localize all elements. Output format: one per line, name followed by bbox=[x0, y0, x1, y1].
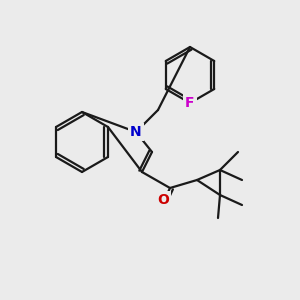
Text: N: N bbox=[130, 125, 142, 139]
Text: F: F bbox=[185, 96, 195, 110]
Text: O: O bbox=[157, 193, 169, 207]
